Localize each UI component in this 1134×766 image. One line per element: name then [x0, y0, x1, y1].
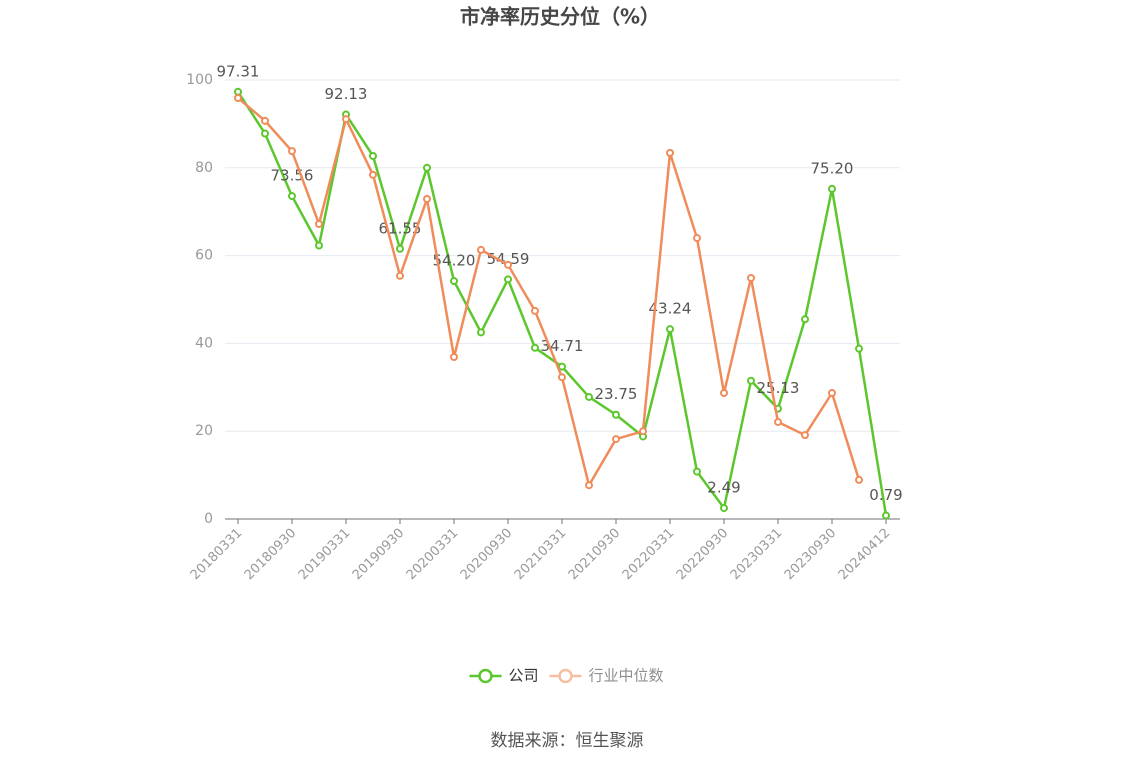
point [504, 275, 512, 284]
y-tick-label: 80 [195, 160, 213, 176]
x-tick-label: 20220331 [620, 526, 677, 583]
point [288, 192, 296, 201]
y-tick-label: 20 [195, 423, 213, 439]
data-label: 73.56 [271, 167, 314, 185]
data-label: 0.79 [869, 486, 902, 504]
data-label: 75.20 [811, 159, 854, 177]
data-label: 54.59 [487, 250, 530, 268]
point [477, 245, 485, 254]
point [369, 151, 377, 160]
point [747, 273, 755, 282]
point [234, 87, 242, 96]
point [774, 417, 782, 426]
y-tick-label: 40 [195, 335, 213, 351]
x-tick-label: 20190331 [296, 526, 353, 583]
x-tick-label: 20200930 [458, 526, 515, 583]
y-tick-label: 100 [186, 72, 213, 88]
legend-marker [558, 668, 573, 684]
point [450, 353, 458, 362]
point [288, 147, 296, 156]
point [666, 325, 674, 334]
data-label: 97.31 [217, 62, 260, 80]
point [531, 343, 539, 352]
x-tick-label: 20200331 [404, 526, 461, 583]
point [666, 148, 674, 157]
point [882, 511, 890, 520]
x-tick-label: 20230331 [728, 526, 785, 583]
x-tick-label: 20220930 [674, 526, 731, 583]
point [585, 481, 593, 490]
point [234, 93, 242, 102]
point [531, 306, 539, 315]
point [423, 163, 431, 172]
point [396, 271, 404, 280]
series-line [236, 91, 888, 516]
point [801, 431, 809, 440]
point [747, 376, 755, 385]
data-label: 92.13 [325, 85, 368, 103]
x-tick-label: 20180331 [188, 526, 245, 583]
point [828, 389, 836, 398]
point [504, 260, 512, 269]
legend-label: 公司 [509, 667, 539, 685]
chart-title: 市净率历史分位（%） [460, 5, 660, 29]
x-tick-label: 20230930 [782, 526, 839, 583]
point [612, 410, 620, 419]
point [639, 427, 647, 436]
point [558, 362, 566, 371]
legend-item: 行业中位数 [549, 667, 664, 685]
point [261, 116, 269, 125]
point [261, 129, 269, 138]
point [612, 435, 620, 444]
point [720, 389, 728, 398]
point [720, 504, 728, 513]
point [801, 315, 809, 324]
point [342, 115, 350, 124]
point [855, 344, 863, 353]
point [369, 170, 377, 179]
legend-item: 公司 [469, 667, 539, 685]
point [315, 241, 323, 250]
data-label: 54.20 [433, 252, 476, 270]
point [693, 467, 701, 476]
point [693, 234, 701, 243]
source: 数据来源：恒生聚源 [491, 731, 644, 751]
point [477, 328, 485, 337]
data-label: 25.13 [757, 379, 800, 397]
point [558, 373, 566, 382]
legend-label: 行业中位数 [589, 667, 664, 685]
point [450, 277, 458, 286]
point [828, 184, 836, 193]
point [855, 475, 863, 484]
point [423, 194, 431, 203]
x-tick-label: 20240412 [836, 526, 893, 583]
x-tick-label: 20180930 [242, 526, 299, 583]
y-tick-label: 0 [204, 511, 213, 527]
point [396, 244, 404, 253]
x-tick-label: 20210331 [512, 526, 569, 583]
data-label: 43.24 [649, 300, 692, 318]
legend-marker [478, 668, 493, 684]
point [315, 219, 323, 228]
y-tick-label: 60 [195, 248, 213, 264]
x-tick-label: 20190930 [350, 526, 407, 583]
point [585, 392, 593, 401]
data-label: 2.49 [707, 479, 740, 497]
data-label: 23.75 [595, 385, 638, 403]
x-tick-label: 20210930 [566, 526, 623, 583]
series-line [237, 97, 861, 489]
